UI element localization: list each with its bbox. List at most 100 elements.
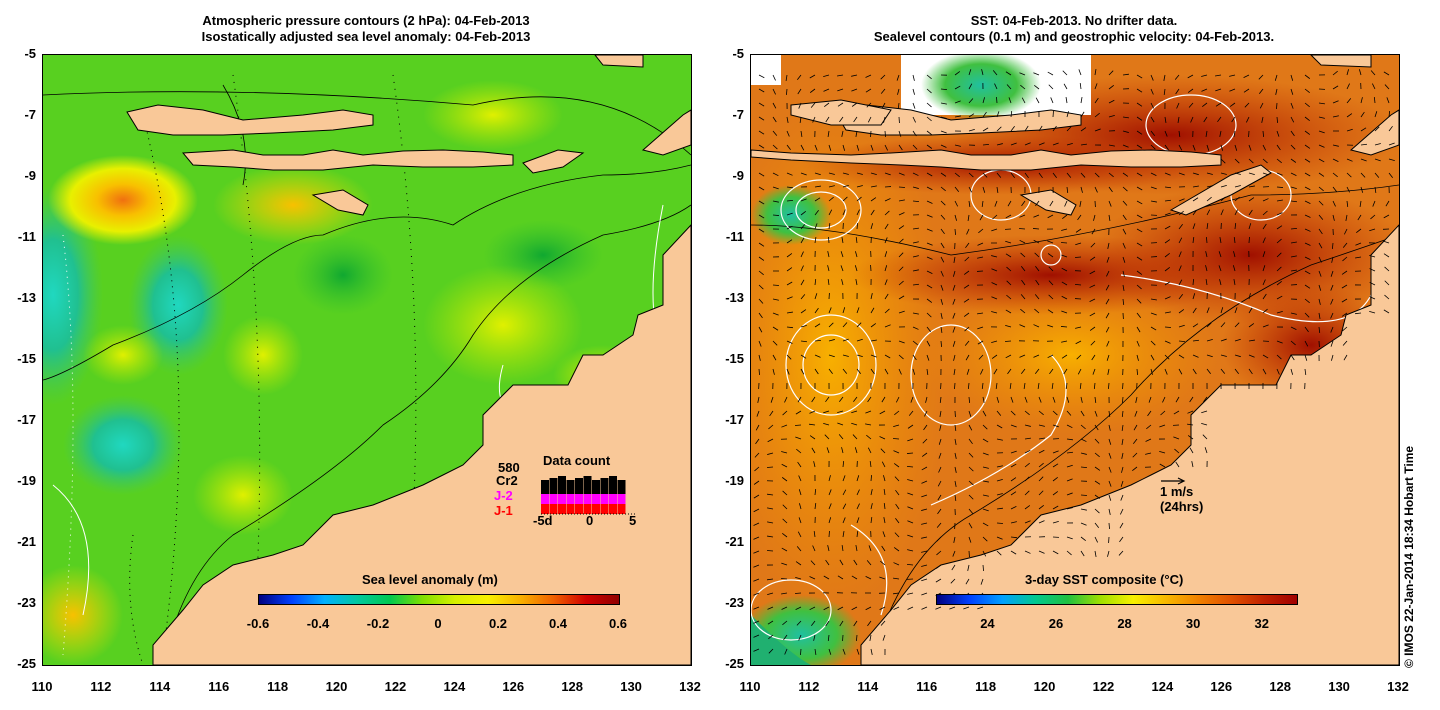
velocity-arrow — [1304, 256, 1311, 261]
velocity-arrow — [996, 111, 1000, 118]
velocity-arrow — [758, 172, 765, 177]
velocity-arrow — [1066, 410, 1072, 416]
velocity-arrow — [884, 210, 890, 216]
velocity-arrow — [940, 242, 945, 249]
velocity-arrow — [1089, 270, 1096, 275]
velocity-arrow — [1080, 186, 1083, 193]
velocity-arrow — [753, 564, 760, 568]
velocity-arrow — [809, 410, 816, 414]
velocity-arrow — [907, 424, 914, 429]
velocity-arrow — [935, 578, 942, 583]
velocity-arrow — [1370, 70, 1376, 76]
velocity-arrow — [1234, 172, 1241, 175]
velocity-arrow — [1005, 354, 1012, 359]
velocity-arrow — [856, 209, 860, 216]
velocity-arrow — [828, 185, 835, 188]
velocity-arrow — [1332, 214, 1335, 221]
velocity-arrow — [828, 503, 832, 510]
velocity-arrow — [1248, 185, 1255, 188]
velocity-arrow — [908, 410, 914, 416]
velocity-arrow — [1388, 110, 1391, 118]
sla-colorbar-tick: -0.2 — [366, 616, 390, 631]
histogram-bar — [566, 504, 575, 514]
sla-colorbar-tick: 0.2 — [488, 616, 508, 631]
velocity-arrow — [753, 536, 760, 540]
velocity-arrow — [772, 298, 779, 301]
velocity-arrow — [879, 436, 886, 440]
velocity-arrow — [1005, 71, 1012, 76]
velocity-arrow — [758, 102, 765, 107]
velocity-arrow — [814, 237, 817, 244]
velocity-arrow — [870, 209, 875, 216]
velocity-arrow — [810, 102, 816, 108]
velocity-arrow — [1105, 312, 1110, 319]
velocity-arrow — [1034, 368, 1040, 374]
left-lon-tick: 110 — [31, 679, 53, 694]
velocity-arrow — [1219, 237, 1222, 244]
right-lon-tick: 120 — [1033, 679, 1056, 694]
velocity-arrow — [1374, 158, 1381, 162]
velocity-arrow — [1005, 309, 1012, 314]
velocity-arrow — [823, 422, 830, 426]
velocity-arrow — [1094, 112, 1100, 118]
velocity-arrow — [1019, 214, 1026, 218]
velocity-arrow — [1318, 298, 1321, 305]
velocity-arrow — [1066, 172, 1072, 178]
velocity-arrow — [1290, 102, 1294, 109]
velocity-arrow — [881, 396, 886, 403]
velocity-arrow — [809, 576, 816, 580]
velocity-arrow — [1346, 83, 1350, 90]
right-lat-tick: -11 — [725, 229, 744, 244]
velocity-arrow — [1066, 438, 1073, 441]
velocity-arrow — [828, 144, 832, 151]
velocity-arrow — [1136, 326, 1141, 333]
velocity-arrow — [1290, 158, 1297, 163]
velocity-arrow — [1174, 74, 1180, 80]
velocity-arrow — [884, 308, 890, 314]
velocity-arrow — [881, 102, 886, 109]
velocity-arrow — [898, 199, 905, 202]
velocity-arrow — [1290, 241, 1297, 244]
velocity-arrow — [1164, 225, 1171, 230]
right-lon-tick: 114 — [857, 679, 879, 694]
velocity-arrow — [954, 115, 961, 118]
velocity-arrow — [912, 144, 918, 150]
velocity-arrow — [1052, 491, 1059, 496]
velocity-arrow — [1187, 410, 1194, 414]
right-lat-tick: -19 — [725, 473, 744, 488]
velocity-arrow — [1052, 125, 1057, 132]
velocity-arrow — [758, 368, 760, 376]
velocity-arrow — [1262, 324, 1269, 328]
velocity-arrow — [758, 200, 765, 205]
left-title-line2: Isostatically adjusted sea level anomaly… — [201, 29, 531, 44]
velocity-arrow — [1077, 214, 1082, 221]
histogram-bar — [617, 504, 626, 514]
velocity-arrow — [837, 410, 844, 413]
velocity-arrow — [1108, 452, 1112, 459]
velocity-arrow — [827, 279, 830, 286]
velocity-arrow — [758, 186, 765, 191]
velocity-arrow — [1009, 382, 1012, 389]
velocity-arrow — [856, 503, 860, 510]
velocity-arrow — [1384, 294, 1390, 300]
velocity-arrow — [758, 228, 765, 233]
velocity-arrow — [1077, 368, 1082, 375]
velocity-arrow — [926, 284, 933, 289]
velocity-arrow — [753, 620, 760, 624]
velocity-arrow — [1060, 242, 1068, 244]
velocity-arrow — [800, 279, 805, 286]
velocity-arrow — [1360, 97, 1363, 104]
velocity-arrow — [952, 550, 956, 557]
velocity-arrow — [1202, 434, 1208, 440]
velocity-arrow — [1120, 480, 1124, 487]
velocity-arrow — [935, 564, 942, 569]
velocity-arrow — [906, 452, 914, 454]
left-lat-tick: -21 — [17, 534, 36, 549]
velocity-arrow — [1094, 396, 1097, 404]
velocity-arrow — [968, 452, 974, 458]
velocity-arrow — [1150, 130, 1156, 136]
velocity-arrow — [1047, 71, 1054, 76]
velocity-arrow — [1108, 172, 1114, 178]
velocity-arrow — [1262, 308, 1268, 314]
velocity-arrow — [1108, 494, 1112, 501]
